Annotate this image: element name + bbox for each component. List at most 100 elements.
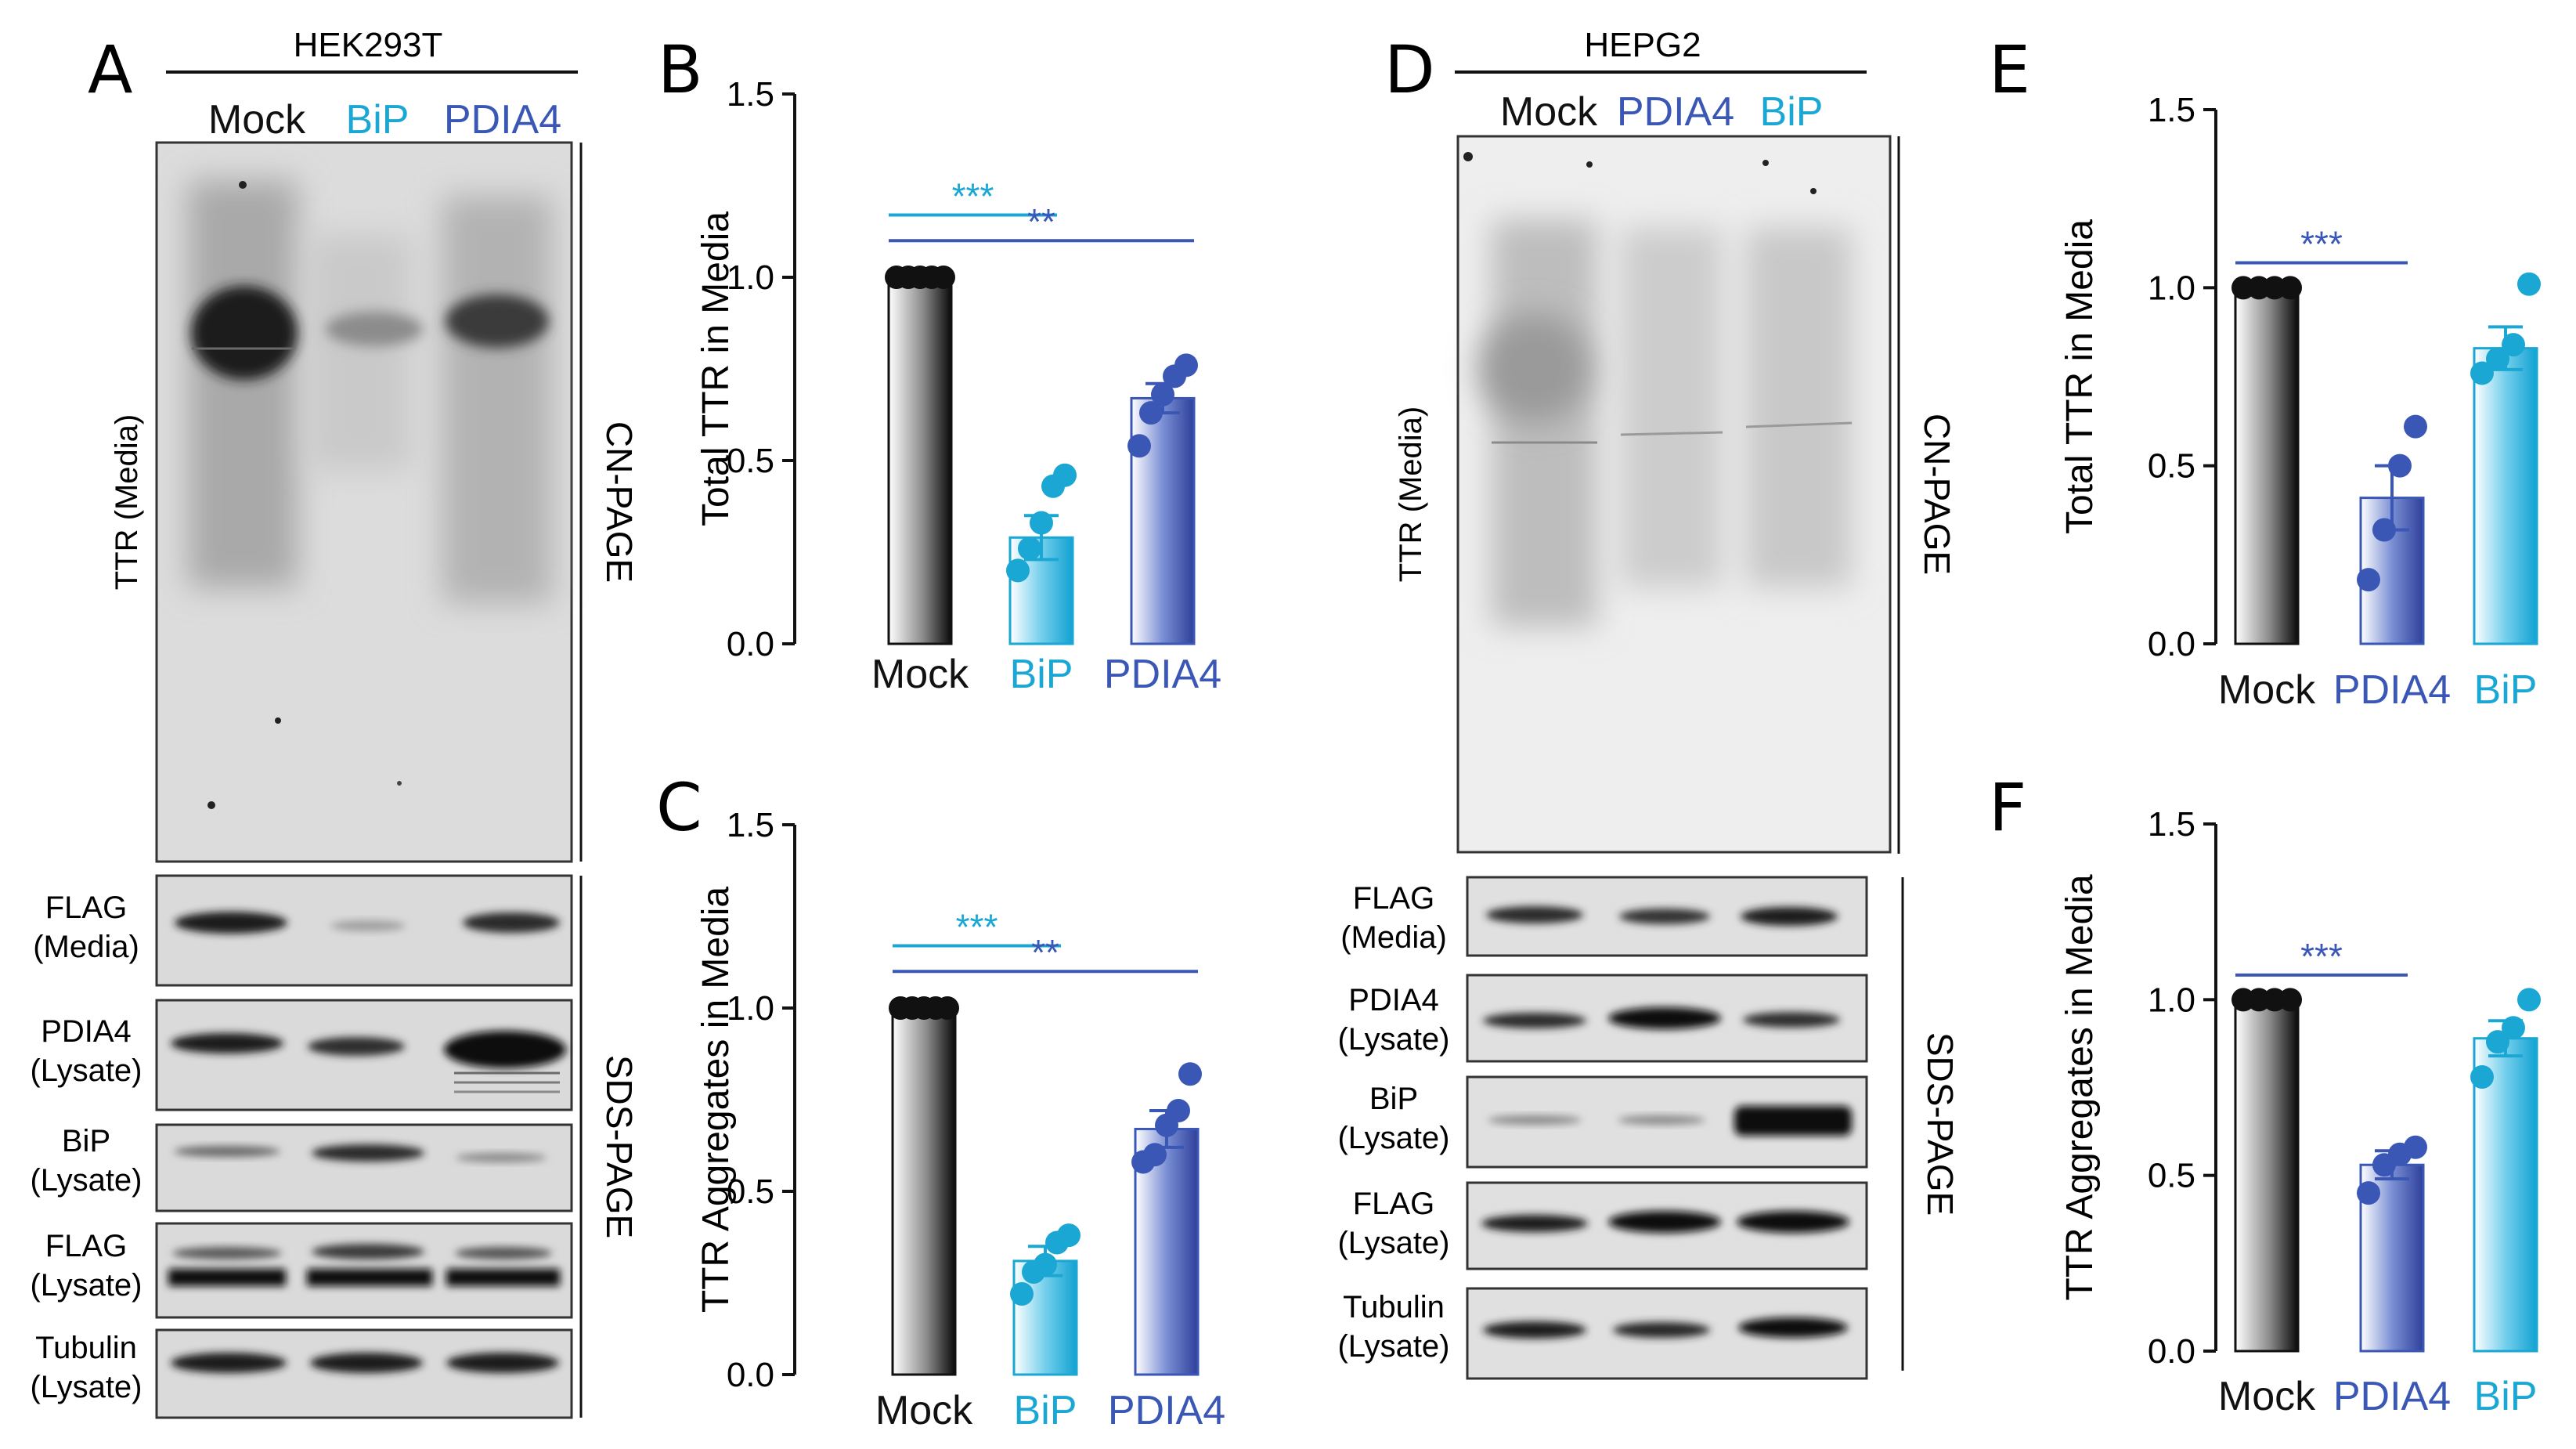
panel-d-sds-label: SDS-PAGE [1920, 1032, 1961, 1216]
svg-text:FLAG: FLAG [45, 891, 127, 925]
category-label-pdia4: PDIA4 [1104, 652, 1221, 697]
data-point [1057, 1223, 1081, 1248]
panel-a-band-mock [191, 286, 298, 380]
panel-d-cnpage-blot [1456, 135, 1892, 854]
data-point [1139, 401, 1163, 425]
data-point [2388, 453, 2412, 478]
data-point [2486, 1030, 2509, 1054]
panel-d: D HEPG2 Mock PDIA4 BiP TTR (Media) CN-PA… [1337, 26, 1961, 1380]
y-tick-label: 0.0 [727, 625, 774, 663]
significance-label: ** [1027, 201, 1055, 242]
y-tick-label: 0.5 [727, 1173, 774, 1211]
panel-d-row-bip-lysate: BiP (Lysate) [1337, 1075, 1868, 1169]
bar-mock [891, 1006, 957, 1376]
panel-a-lane-bip: BiP [346, 97, 409, 143]
data-point [2404, 1135, 2427, 1159]
chart-e: E 0.0 0.5 1.0 1.5 Total TTR in Media Mock PDIA4… [1989, 31, 2541, 713]
panel-a-cnpage-blot [155, 141, 573, 863]
data-point [1053, 463, 1077, 487]
significance-label: ** [1031, 932, 1059, 973]
panel-d-main-label: TTR (Media) [1394, 407, 1428, 582]
data-point [1030, 511, 1053, 535]
svg-text:(Lysate): (Lysate) [1337, 1121, 1449, 1155]
svg-text:(Lysate): (Lysate) [1337, 1329, 1449, 1364]
data-point [2486, 347, 2509, 371]
category-label-pdia4: PDIA4 [1108, 1388, 1225, 1433]
y-tick-label: 0.0 [727, 1356, 774, 1394]
svg-text:Tubulin: Tubulin [1343, 1290, 1445, 1324]
y-tick-label: 1.0 [727, 258, 774, 297]
svg-text:PDIA4: PDIA4 [41, 1014, 132, 1049]
y-tick-label: 0.5 [2148, 447, 2195, 486]
bar-mock [2234, 286, 2300, 645]
y-tick-label: 1.5 [2148, 805, 2195, 844]
panel-d-row-flag-media: FLAG (Media) [1340, 876, 1868, 957]
data-point [1174, 353, 1198, 378]
data-point [2372, 518, 2396, 542]
y-tick-label: 1.0 [2148, 981, 2195, 1019]
y-axis-title: Total TTR in Media [2059, 219, 2101, 534]
panel-a-sds-label: SDS-PAGE [599, 1055, 640, 1238]
y-tick-label: 1.5 [727, 75, 774, 114]
panel-a-main-label: TTR (Media) [110, 414, 144, 590]
category-label-pdia4: PDIA4 [2333, 667, 2451, 713]
data-point [1178, 1062, 1202, 1086]
y-tick-label: 0.0 [2148, 1332, 2195, 1371]
panel-d-lane-pdia4: PDIA4 [1617, 89, 1734, 135]
data-point [2404, 414, 2427, 439]
category-label-bip: BiP [2474, 667, 2538, 713]
panel-d-letter: D [1384, 31, 1435, 108]
category-label-bip: BiP [2474, 1374, 2538, 1419]
data-point [936, 996, 959, 1020]
panel-a-cnpage-label: CN-PAGE [599, 421, 640, 583]
svg-text:(Lysate): (Lysate) [30, 1053, 142, 1088]
svg-text:(Lysate): (Lysate) [1337, 1226, 1449, 1260]
svg-text:(Media): (Media) [1340, 920, 1447, 955]
panel-d-row-pdia4-lysate: PDIA4 (Lysate) [1337, 974, 1868, 1063]
y-axis-title: Total TTR in Media [695, 211, 737, 526]
panel-a-row-flag-media: FLAG (Media) [33, 874, 573, 987]
data-point [932, 266, 955, 289]
data-point [1143, 1143, 1167, 1167]
bar-mock [2234, 998, 2300, 1353]
panel-a-lane-pdia4: PDIA4 [444, 97, 561, 143]
data-point [2470, 361, 2494, 385]
bar-bip [1012, 1259, 1078, 1376]
data-point [1034, 1252, 1057, 1277]
panel-d-cnpage-label: CN-PAGE [1917, 414, 1957, 575]
data-point [2502, 1016, 2525, 1040]
significance-label: *** [952, 175, 994, 216]
panel-d-cell-line: HEPG2 [1584, 26, 1701, 64]
data-point [1167, 1099, 1190, 1123]
y-tick-label: 0.5 [2148, 1157, 2195, 1195]
panel-a-cell-line: HEK293T [294, 26, 443, 64]
y-axis-title: TTR Aggregates in Media [2059, 874, 2101, 1301]
panel-d-lane-bip: BiP [1760, 89, 1824, 135]
svg-text:(Lysate): (Lysate) [30, 1370, 142, 1404]
y-tick-label: 1.0 [727, 989, 774, 1028]
panel-a-row-pdia4-lysate: PDIA4 (Lysate) [30, 999, 573, 1111]
category-label-bip: BiP [1014, 1388, 1077, 1433]
panel-a-row-tubulin-lysate: Tubulin (Lysate) [30, 1328, 573, 1419]
bar-bip [2473, 347, 2538, 645]
panel-a-band-pdia4 [446, 294, 549, 348]
y-tick-label: 1.0 [2148, 269, 2195, 307]
y-tick-label: 1.5 [727, 806, 774, 844]
svg-text:FLAG: FLAG [1353, 881, 1434, 916]
panel-d-row-flag-lysate: FLAG (Lysate) [1337, 1181, 1868, 1270]
chart-b: B 0.0 0.5 1.0 1.5 Total TTR in Media Mock BiP PD… [658, 31, 1221, 697]
data-point [2502, 333, 2525, 357]
panel-d-lane-mock: Mock [1500, 89, 1598, 135]
category-label-mock: Mock [871, 652, 969, 697]
panel-a: A HEK293T Mock BiP PDIA4 TTR (Media) CN-… [30, 26, 640, 1419]
svg-text:PDIA4: PDIA4 [1348, 983, 1439, 1017]
y-tick-label: 1.5 [2148, 91, 2195, 129]
category-label-pdia4: PDIA4 [2333, 1374, 2451, 1419]
svg-text:BiP: BiP [1369, 1082, 1418, 1116]
panel-a-letter: A [88, 31, 132, 108]
data-point [1127, 434, 1151, 458]
chart-c: C 0.0 0.5 1.0 1.5 TTR Aggregates in Media Mock… [656, 769, 1225, 1433]
data-point [2470, 1065, 2494, 1089]
panel-b-letter: B [658, 31, 703, 108]
